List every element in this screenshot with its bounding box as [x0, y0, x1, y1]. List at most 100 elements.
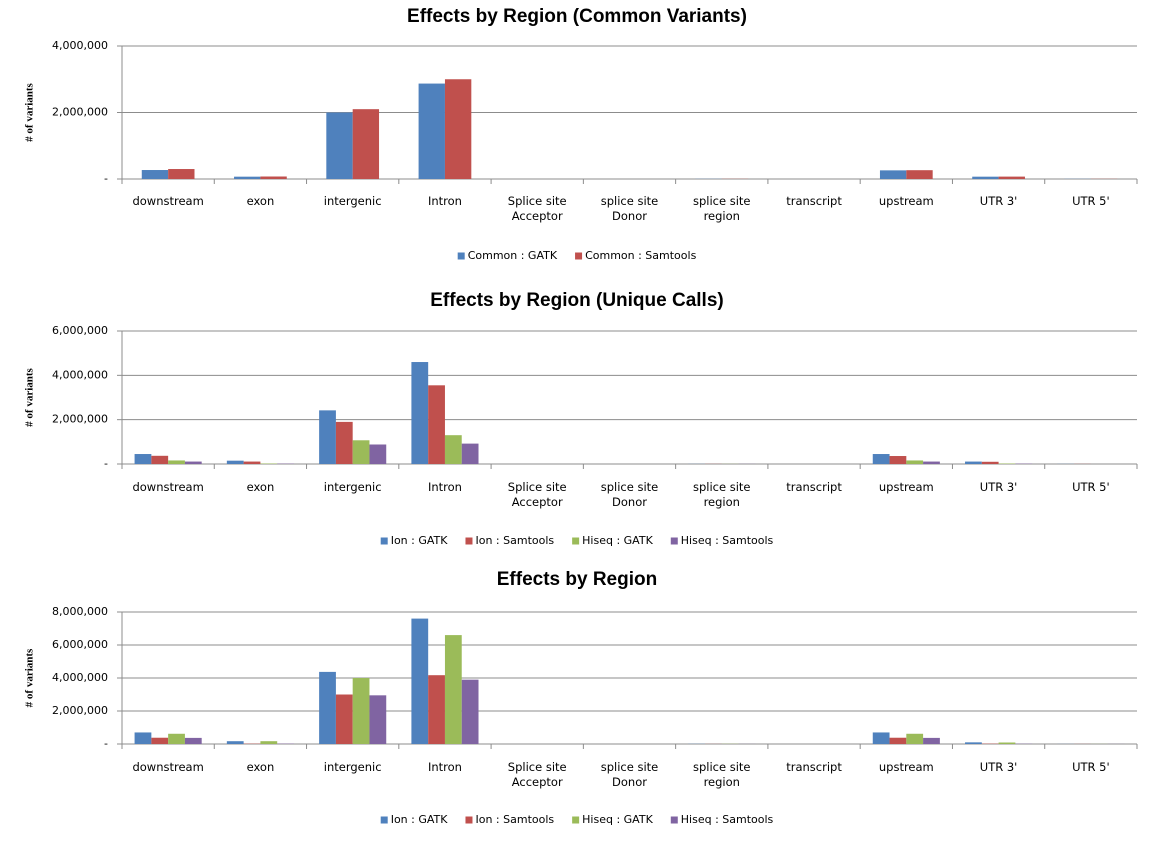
- bar: [998, 742, 1016, 744]
- bar: [965, 461, 982, 464]
- bar: [428, 675, 445, 744]
- y-tick-label: 4,000,000: [52, 368, 108, 381]
- bar: [184, 737, 202, 744]
- bar: [872, 454, 890, 464]
- legend-label: Common : GATK: [468, 249, 558, 262]
- bar: [418, 83, 445, 179]
- y-axis-label: # of variants: [24, 82, 36, 141]
- bar: [889, 456, 907, 464]
- bar: [923, 461, 940, 464]
- x-tick-label: UTR 3': [979, 760, 1018, 774]
- x-tick-label: splice site Donor: [600, 760, 659, 789]
- x-tick-label: Intron: [427, 194, 462, 208]
- y-tick-label: 2,000,000: [52, 106, 108, 119]
- bar: [151, 455, 169, 464]
- x-tick-label: transcript: [786, 194, 842, 208]
- bar: [906, 170, 933, 179]
- bar: [184, 461, 202, 464]
- x-tick-label: downstream: [132, 194, 204, 208]
- bar: [906, 460, 924, 464]
- bar: [151, 737, 169, 744]
- legend-label: Ion : GATK: [391, 813, 449, 826]
- x-tick-label: Intron: [427, 480, 462, 494]
- legend-label: Hiseq : GATK: [582, 813, 653, 826]
- x-tick-label: upstream: [878, 480, 934, 494]
- bar: [461, 679, 479, 744]
- x-tick-label: downstream: [132, 760, 204, 774]
- bar: [226, 460, 244, 464]
- x-tick-label: transcript: [786, 480, 842, 494]
- bar: [411, 618, 429, 744]
- bar: [428, 385, 445, 464]
- bar: [872, 732, 890, 744]
- x-tick-label: transcript: [786, 760, 842, 774]
- x-tick-label: Splice site Acceptor: [507, 760, 567, 789]
- bar: [319, 410, 336, 464]
- y-tick-label: 6,000,000: [52, 324, 108, 337]
- y-tick-label: 2,000,000: [52, 704, 108, 717]
- x-tick-label: UTR 5': [1072, 760, 1110, 774]
- x-tick-label: intergenic: [323, 480, 382, 494]
- y-tick-label: -: [104, 737, 108, 750]
- x-tick-label: splice site region: [693, 480, 751, 509]
- legend-swatch: [380, 816, 388, 824]
- bar: [411, 362, 429, 464]
- x-tick-label: UTR 3': [979, 194, 1018, 208]
- bar: [134, 732, 152, 744]
- bar: [335, 421, 353, 464]
- x-tick-label: splice site region: [693, 194, 751, 223]
- bar: [369, 695, 387, 744]
- bar: [352, 109, 380, 179]
- bar: [168, 733, 185, 744]
- legend-swatch: [670, 816, 678, 824]
- bar: [889, 737, 907, 744]
- legend-swatch: [465, 816, 473, 824]
- legend-swatch: [670, 537, 678, 545]
- bar: [906, 733, 924, 744]
- y-tick-label: 4,000,000: [52, 39, 108, 52]
- bar: [168, 460, 185, 464]
- bar: [923, 737, 940, 744]
- bar: [234, 176, 261, 179]
- x-tick-label: splice site Donor: [600, 480, 659, 509]
- x-tick-label: exon: [246, 480, 275, 494]
- y-axis-label: # of variants: [24, 648, 36, 707]
- bar: [352, 678, 370, 744]
- x-tick-label: splice site Donor: [600, 194, 659, 223]
- bar: [226, 741, 244, 744]
- legend-label: Ion : Samtools: [475, 813, 554, 826]
- bar: [981, 461, 999, 464]
- legend-swatch: [380, 537, 388, 545]
- legend-swatch: [465, 537, 473, 545]
- y-axis-label: # of variants: [24, 367, 36, 426]
- x-tick-label: UTR 3': [979, 480, 1018, 494]
- legend-label: Hiseq : Samtools: [681, 534, 774, 547]
- chart-title: Effects by Region (Unique Calls): [430, 290, 723, 311]
- bar: [444, 79, 472, 179]
- x-tick-label: intergenic: [323, 194, 382, 208]
- bar: [461, 443, 479, 464]
- bar: [141, 170, 169, 179]
- x-tick-label: Splice site Acceptor: [507, 480, 567, 509]
- x-tick-label: UTR 5': [1072, 194, 1110, 208]
- x-tick-label: intergenic: [323, 760, 382, 774]
- bar: [965, 742, 982, 744]
- y-tick-label: 8,000,000: [52, 605, 108, 618]
- bar: [444, 435, 462, 464]
- y-tick-label: -: [104, 172, 108, 185]
- legend-swatch: [457, 252, 465, 260]
- legend-swatch: [572, 537, 580, 545]
- x-tick-label: downstream: [132, 480, 204, 494]
- legend-swatch: [572, 816, 580, 824]
- bar: [260, 741, 278, 744]
- x-tick-label: exon: [246, 760, 275, 774]
- x-tick-label: Splice site Acceptor: [507, 194, 567, 223]
- bar: [243, 461, 261, 464]
- y-tick-label: 6,000,000: [52, 638, 108, 651]
- legend-swatch: [575, 252, 583, 260]
- legend-label: Hiseq : Samtools: [681, 813, 774, 826]
- x-tick-label: splice site region: [693, 760, 751, 789]
- x-tick-label: upstream: [878, 760, 934, 774]
